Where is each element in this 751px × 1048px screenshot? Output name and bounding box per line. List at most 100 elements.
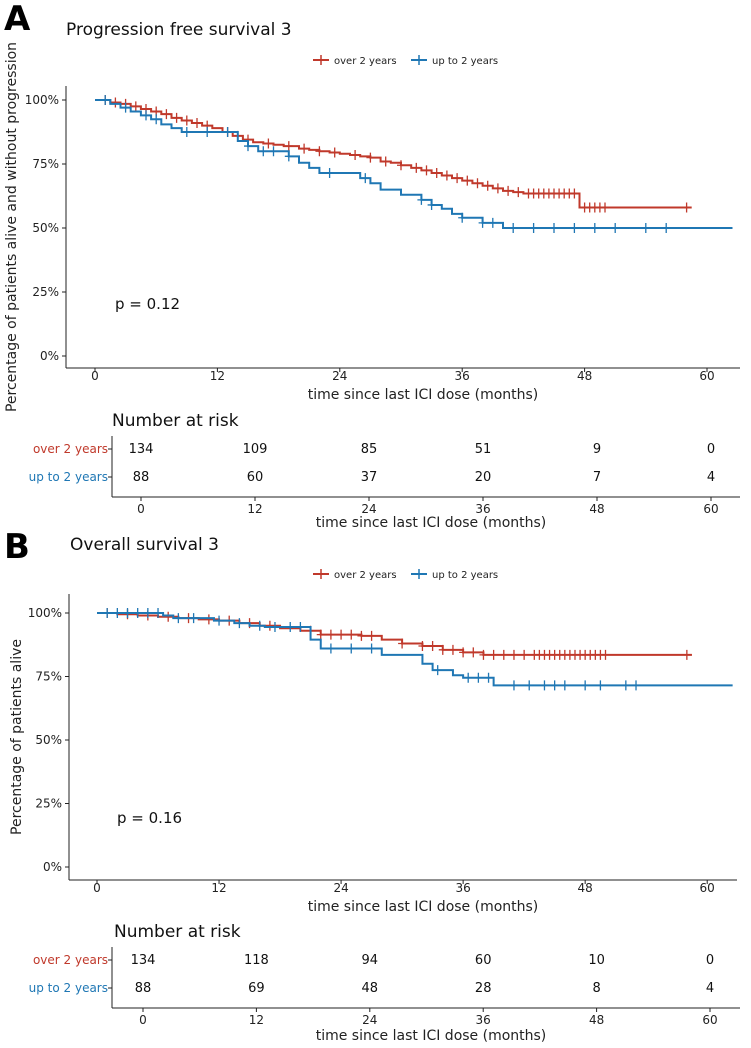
- censor-mark: [326, 629, 335, 640]
- x-tick-label: 0: [93, 881, 101, 895]
- censor-mark: [529, 223, 538, 233]
- censor-mark: [601, 649, 610, 660]
- x-tick-label: 12: [210, 369, 225, 383]
- panel-letter: A: [4, 0, 31, 39]
- legend-label: up to 2 years: [432, 56, 498, 67]
- x-axis-label: time since last ICI dose (months): [308, 899, 539, 915]
- censor-mark: [111, 97, 120, 108]
- censor-mark: [296, 621, 305, 632]
- censor-mark: [182, 127, 191, 137]
- censor-mark: [504, 185, 513, 196]
- risk-x-tick-label: 48: [589, 502, 604, 516]
- series-over-2-years: [95, 95, 692, 213]
- censor-mark: [265, 620, 274, 631]
- censor-mark: [417, 194, 426, 205]
- censor-mark: [235, 618, 244, 629]
- censor-mark: [397, 160, 405, 171]
- risk-count: 10: [588, 953, 605, 968]
- censor-mark: [347, 643, 356, 654]
- risk-row-label: over 2 years: [33, 953, 108, 967]
- series-over-2-years: [97, 608, 692, 660]
- censor-mark: [525, 680, 534, 691]
- p-value: p = 0.16: [117, 809, 182, 827]
- legend: over 2 years up to 2 years: [313, 55, 498, 67]
- censor-mark: [682, 649, 691, 660]
- panel-letter: B: [4, 527, 30, 567]
- censor-mark: [493, 183, 502, 194]
- censor-mark: [458, 212, 467, 223]
- risk-count: 4: [706, 981, 714, 996]
- series-up-to-2-years: [95, 95, 733, 233]
- censor-mark: [418, 641, 427, 652]
- risk-table-title: Number at risk: [114, 922, 241, 942]
- censor-mark: [550, 223, 558, 233]
- censor-mark: [438, 644, 447, 655]
- censor-mark: [204, 614, 213, 625]
- censor-mark: [121, 102, 130, 113]
- risk-x-tick-label: 60: [703, 502, 718, 516]
- x-tick-label: 36: [455, 369, 470, 383]
- risk-row-label: up to 2 years: [29, 981, 108, 995]
- y-tick-label: 50%: [32, 221, 59, 235]
- censor-mark: [499, 649, 508, 660]
- censor-mark: [682, 202, 691, 213]
- risk-count: 7: [593, 470, 601, 485]
- risk-x-tick-label: 60: [702, 1013, 717, 1027]
- censor-mark: [300, 143, 309, 154]
- censor-mark: [509, 680, 518, 691]
- censor-mark: [509, 223, 518, 233]
- risk-count: 20: [475, 470, 492, 485]
- censor-mark: [488, 217, 497, 228]
- x-tick-label: 60: [699, 369, 714, 383]
- x-tick-label: 36: [455, 881, 470, 895]
- censor-mark: [398, 638, 407, 649]
- censor-mark: [244, 141, 252, 152]
- x-axis-label: time since last ICI dose (months): [308, 387, 539, 403]
- x-tick-label: 12: [211, 881, 226, 895]
- censor-mark: [113, 608, 122, 618]
- censor-mark: [330, 147, 339, 158]
- panel-b: B Overall survival 3 over 2 years up to 2 y…: [4, 527, 740, 1044]
- panel-a: A Progression free survival 3 over 2 years…: [4, 0, 740, 531]
- censor-mark: [316, 629, 325, 640]
- y-tick-label: 25%: [35, 797, 62, 811]
- risk-count: 134: [129, 442, 154, 457]
- survival-curve: [95, 99, 733, 229]
- x-tick-label: 60: [700, 881, 715, 895]
- censor-mark: [264, 138, 273, 149]
- risk-count: 88: [135, 981, 152, 996]
- censor-mark: [367, 630, 376, 641]
- censor-mark: [448, 644, 457, 655]
- y-axis-label: Percentage of patients alive: [9, 639, 25, 835]
- censor-mark: [509, 649, 518, 660]
- censor-mark: [286, 621, 295, 632]
- censor-mark: [641, 223, 650, 233]
- censor-mark: [662, 223, 671, 233]
- censor-mark: [284, 151, 293, 162]
- censor-mark: [540, 680, 549, 691]
- survival-curve: [97, 612, 733, 687]
- risk-x-tick-label: 0: [139, 1013, 147, 1027]
- series-up-to-2-years: [97, 608, 733, 691]
- risk-x-axis-label: time since last ICI dose (months): [316, 515, 547, 531]
- censor-mark: [474, 672, 483, 683]
- risk-row-label: up to 2 years: [29, 470, 108, 484]
- censor-mark: [463, 175, 472, 186]
- y-tick-label: 75%: [35, 670, 62, 684]
- x-tick-label: 24: [332, 369, 347, 383]
- censor-mark: [469, 647, 478, 658]
- risk-x-tick-label: 0: [137, 502, 145, 516]
- risk-x-tick-label: 24: [361, 502, 376, 516]
- risk-x-tick-label: 12: [249, 1013, 264, 1027]
- risk-count: 60: [247, 470, 264, 485]
- p-value: p = 0.12: [115, 295, 180, 313]
- censor-mark: [366, 152, 375, 163]
- risk-count: 28: [475, 981, 492, 996]
- legend-item: up to 2 years: [411, 55, 498, 67]
- censor-mark: [514, 187, 523, 198]
- censor-mark: [464, 672, 473, 683]
- censor-mark: [459, 647, 468, 658]
- risk-count: 94: [362, 953, 379, 968]
- y-tick-label: 100%: [28, 606, 62, 620]
- censor-mark: [550, 680, 559, 691]
